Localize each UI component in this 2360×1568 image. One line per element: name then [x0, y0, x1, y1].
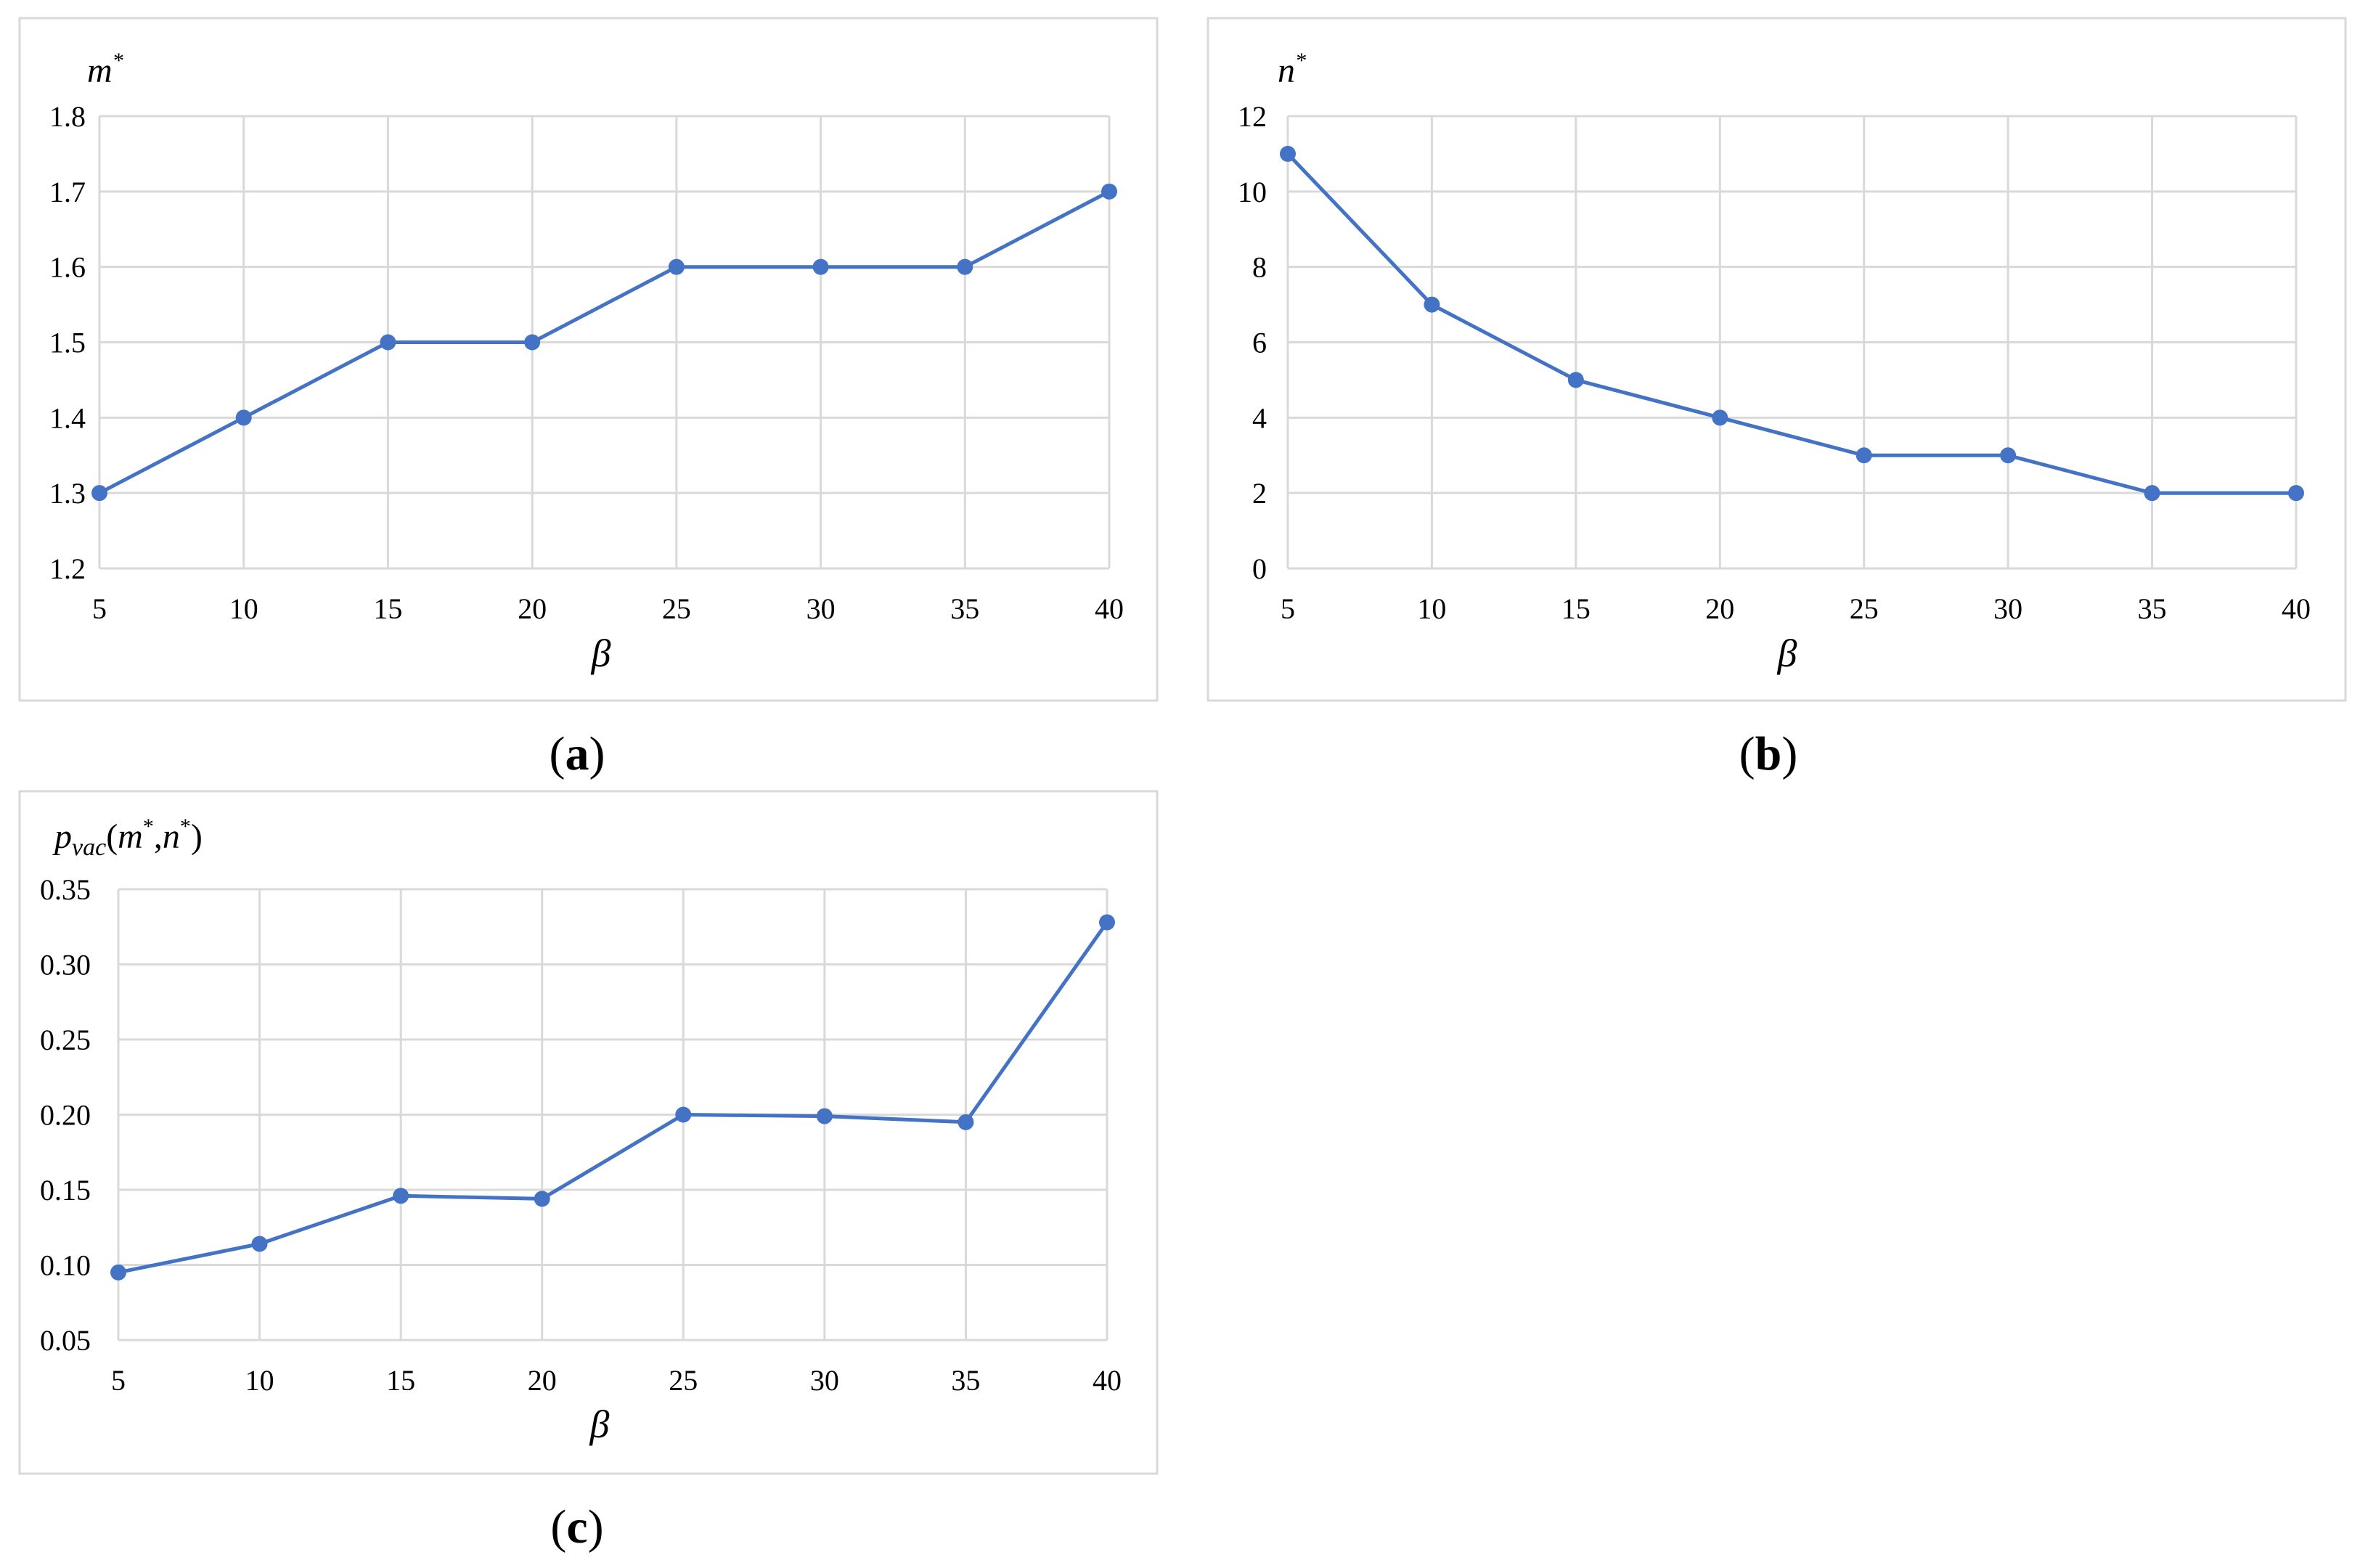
chart-a-series-line [97, 189, 1111, 495]
chart-a-data-point [380, 334, 396, 351]
chart-a-data-point [668, 258, 685, 275]
chart-b-ylabel: n* [1278, 49, 1306, 90]
chart-a-y-tick-label: 1.2 [49, 552, 86, 585]
chart-a-x-tick-label: 20 [518, 592, 547, 625]
chart-b-x-tick-label: 30 [1993, 592, 2022, 625]
chart-c-panel-label: (c) [550, 1500, 603, 1553]
chart-b-y-tick-label: 0 [1252, 552, 1267, 585]
chart-b-y-tick-label: 6 [1252, 327, 1267, 359]
chart-c-x-tick-label: 15 [386, 1364, 415, 1397]
chart-a-y-tick-label: 1.7 [49, 176, 86, 208]
chart-c-y-tick-label: 0.30 [40, 949, 91, 981]
chart-a-data-point [524, 334, 541, 351]
chart-c-y-tick-label: 0.15 [40, 1174, 91, 1206]
chart-c: pvac(m*,n*) β (c) 0.05 0.10 0.15 0.20 0.25 0.… [18, 790, 1159, 1553]
chart-b-data-point [1567, 372, 1584, 388]
chart-a-x-tick-label: 30 [807, 592, 836, 625]
chart-b-x-tick-label: 20 [1705, 592, 1734, 625]
chart-c-panel-letter: c [566, 1500, 587, 1553]
chart-a-y-tick-label: 1.6 [49, 251, 86, 284]
chart-b-data-point [1424, 296, 1440, 313]
chart-c-data-point [816, 1108, 833, 1124]
chart-b-gridlines [1286, 115, 2298, 570]
chart-b-y-tick-label: 4 [1252, 401, 1267, 434]
chart-a-ylabel: m* [87, 49, 123, 90]
chart-a-x-tick-label: 10 [229, 592, 258, 625]
chart-a-panel-letter: a [565, 727, 589, 780]
chart-a-frame [18, 17, 1159, 702]
chart-b-x-tick-label: 10 [1417, 592, 1446, 625]
chart-b-data-point [1855, 447, 1872, 464]
chart-a-y-tick-label: 1.4 [49, 401, 86, 434]
chart-c-y-tick-label: 0.20 [40, 1099, 91, 1132]
chart-c-ylabel: pvac(m*,n*) [52, 814, 203, 861]
chart-a-data-point [1101, 183, 1117, 200]
chart-a-x-tick-label: 25 [662, 592, 691, 625]
chart-c-data-point [110, 1264, 126, 1281]
chart-c-x-tick-label: 20 [528, 1364, 557, 1397]
chart-b-panel-label: (b) [1739, 727, 1798, 780]
chart-a-xlabel: β [591, 632, 611, 675]
chart-c-data-point [958, 1114, 974, 1130]
chart-c-y-tick-label: 0.35 [40, 873, 91, 906]
chart-c-x-tick-label: 35 [951, 1364, 980, 1397]
chart-a-data-point [957, 258, 973, 275]
chart-a-x-tick-label: 35 [950, 592, 979, 625]
chart-b-data-point [1712, 409, 1728, 426]
chart-b-y-tick-label: 10 [1238, 176, 1267, 208]
chart-b-y-tick-label: 8 [1252, 251, 1267, 284]
chart-b-x-tick-label: 40 [2282, 592, 2311, 625]
chart-a-x-tick-label: 15 [373, 592, 402, 625]
chart-c-series-line [116, 920, 1109, 1275]
chart-b-xlabel: β [1777, 632, 1797, 675]
chart-c-x-tick-label: 40 [1093, 1364, 1122, 1397]
chart-c-data-point [393, 1188, 409, 1204]
chart-b-data-point [2000, 447, 2017, 464]
chart-c-y-tick-label: 0.05 [40, 1324, 91, 1357]
chart-a: m* β (a) 1.2 1.3 1.4 1.5 1.6 1.7 1.8 5 10 15 20 25 3… [18, 17, 1159, 780]
chart-c-x-tick-label: 30 [810, 1364, 839, 1397]
chart-b-x-tick-label: 35 [2138, 592, 2167, 625]
chart-a-y-tick-label: 1.3 [49, 477, 86, 510]
chart-b-frame [1206, 17, 2347, 702]
chart-b-data-point [2144, 485, 2160, 502]
chart-a-y-tick-label: 1.5 [49, 327, 86, 359]
chart-c-data-point [1099, 914, 1115, 931]
chart-c-data-point [251, 1236, 268, 1252]
chart-b-y-tick-label: 12 [1238, 100, 1267, 133]
chart-b-y-tick-label: 2 [1252, 477, 1267, 510]
chart-c-data-point [534, 1191, 550, 1207]
chart-b: n* β (b) 0 2 4 6 8 10 12 5 10 15 20 25 30 35 40 [1206, 17, 2347, 780]
chart-b-x-tick-label: 5 [1281, 592, 1295, 625]
chart-b-panel-letter: b [1755, 727, 1782, 780]
chart-c-data-point [675, 1106, 692, 1123]
chart-c-gridlines [117, 888, 1108, 1342]
chart-c-frame [18, 790, 1159, 1475]
chart-a-data-point [812, 258, 829, 275]
chart-c-x-tick-label: 25 [669, 1364, 698, 1397]
chart-a-data-point [235, 409, 252, 426]
chart-b-series-line [1286, 152, 2298, 495]
chart-b-x-tick-label: 25 [1850, 592, 1879, 625]
chart-a-x-tick-label: 5 [92, 592, 107, 625]
chart-b-x-tick-label: 15 [1561, 592, 1591, 625]
chart-c-y-tick-label: 0.10 [40, 1249, 91, 1282]
chart-b-data-point [1280, 145, 1296, 162]
chart-a-data-point [91, 485, 107, 502]
chart-c-y-tick-label: 0.25 [40, 1024, 91, 1056]
chart-c-x-tick-label: 10 [245, 1364, 274, 1397]
chart-a-y-tick-label: 1.8 [49, 100, 86, 133]
chart-a-panel-label: (a) [550, 727, 605, 780]
chart-c-x-tick-label: 5 [111, 1364, 126, 1397]
chart-c-xlabel: β [589, 1402, 610, 1446]
chart-a-x-tick-label: 40 [1095, 592, 1124, 625]
chart-b-data-point [2288, 485, 2304, 502]
